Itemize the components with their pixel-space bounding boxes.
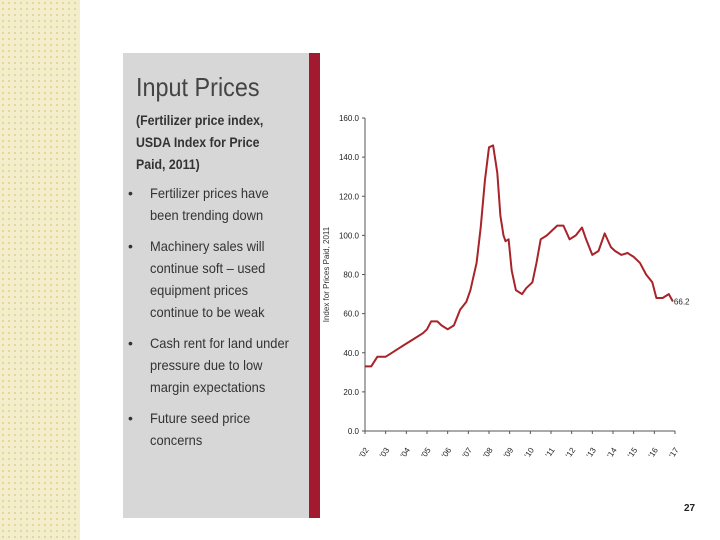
y-tick-label: 60.0 bbox=[343, 310, 359, 319]
slide-subtitle: (Fertilizer price index, USDA Index for … bbox=[136, 112, 264, 172]
chart-svg: 0.0 20.0 40.0 60.0 80.0 100.0 120.0 140.0 160.0 '… bbox=[322, 114, 690, 460]
bullet-item: • Cash rent for land under pressure due … bbox=[128, 332, 306, 398]
x-tick-label: '13 bbox=[585, 446, 599, 460]
bullet-list: • Fertilizer prices have been trending d… bbox=[128, 182, 306, 460]
x-tick-label: '02 bbox=[357, 446, 371, 460]
y-tick-label: 0.0 bbox=[348, 427, 360, 436]
x-tick-label: '12 bbox=[564, 446, 578, 460]
bullet-text: Fertilizer prices have been trending dow… bbox=[150, 185, 269, 223]
x-tick-label: '09 bbox=[502, 446, 516, 460]
bullet-dot-icon: • bbox=[128, 238, 133, 254]
x-tick-label: '05 bbox=[419, 446, 433, 460]
x-tick-label: '17 bbox=[667, 446, 681, 460]
x-tick-label: '04 bbox=[399, 446, 413, 460]
x-tick-label: '08 bbox=[481, 446, 495, 460]
bullet-text: Cash rent for land under pressure due to… bbox=[150, 335, 289, 395]
x-tick-label: '07 bbox=[461, 446, 475, 460]
y-tick-label: 40.0 bbox=[343, 349, 359, 358]
accent-bar bbox=[309, 53, 320, 518]
y-tick-label: 120.0 bbox=[339, 192, 360, 201]
y-tick-label: 140.0 bbox=[339, 153, 360, 162]
y-tick-label: 20.0 bbox=[343, 388, 359, 397]
x-tick-label: '10 bbox=[523, 446, 537, 460]
bullet-text: Machinery sales will continue soft – use… bbox=[150, 238, 266, 320]
x-tick-label: '14 bbox=[605, 446, 619, 460]
x-tick-label: '03 bbox=[378, 446, 392, 460]
y-axis-label: Index for Prices Paid, 2011 bbox=[322, 226, 331, 322]
bullet-dot-icon: • bbox=[128, 335, 133, 351]
bullet-dot-icon: • bbox=[128, 185, 133, 201]
y-tick-label: 100.0 bbox=[339, 231, 360, 240]
text-panel bbox=[123, 53, 309, 518]
slide-title: Input Prices bbox=[136, 72, 260, 102]
y-tick-label: 80.0 bbox=[343, 271, 359, 280]
bullet-dot-icon: • bbox=[128, 410, 133, 426]
data-label: 66.2 bbox=[674, 297, 690, 306]
x-tick-label: '11 bbox=[544, 446, 557, 460]
x-tick-label: '16 bbox=[647, 446, 661, 460]
series-line bbox=[365, 144, 674, 368]
bullet-text: Future seed price concerns bbox=[150, 410, 251, 448]
line-chart: 0.0 20.0 40.0 60.0 80.0 100.0 120.0 140.0 160.0 '… bbox=[320, 100, 700, 470]
decorative-dot-strip bbox=[0, 0, 80, 540]
x-tick-label: '06 bbox=[440, 446, 454, 460]
bullet-item: • Future seed price concerns bbox=[128, 407, 306, 451]
bullet-item: • Machinery sales will continue soft – u… bbox=[128, 235, 306, 323]
y-tick-label: 160.0 bbox=[339, 114, 360, 123]
x-tick-label: '15 bbox=[626, 446, 640, 460]
page-number: 27 bbox=[684, 503, 696, 514]
bullet-item: • Fertilizer prices have been trending d… bbox=[128, 182, 306, 226]
